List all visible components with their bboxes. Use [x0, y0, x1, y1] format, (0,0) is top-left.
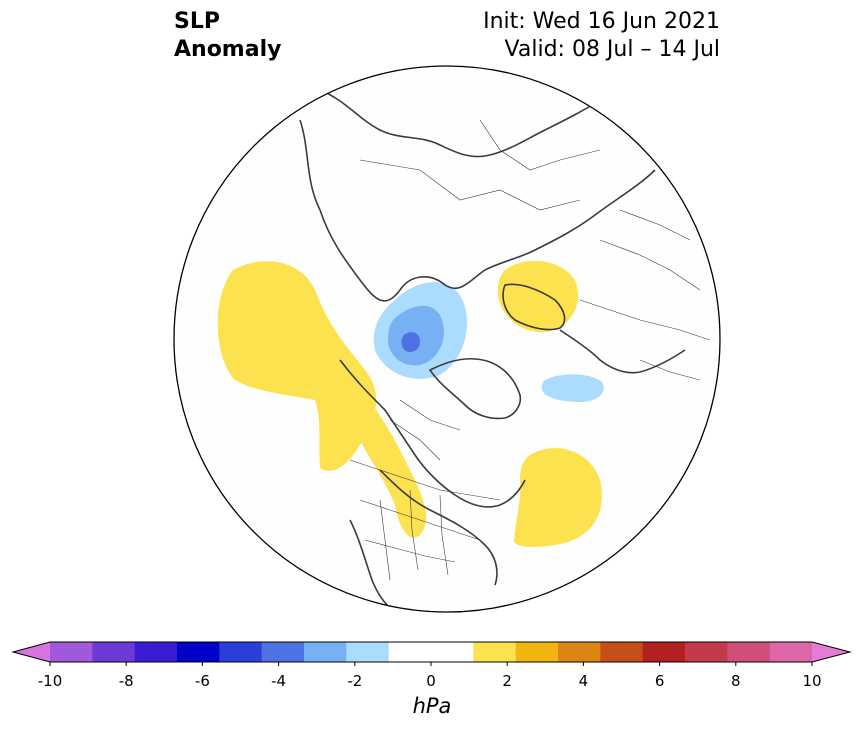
- colorbar-segment: [388, 642, 432, 662]
- title-line-1: SLP: [174, 9, 220, 34]
- colorbar-tick-label: 8: [731, 672, 741, 690]
- colorbar-segment: [558, 642, 601, 662]
- colorbar-tick-label: 0: [426, 672, 436, 690]
- colorbar-segment: [92, 642, 136, 662]
- colorbar-segment: [515, 642, 559, 662]
- colorbar-tick-label: -10: [37, 672, 63, 690]
- colorbar-segment: [346, 642, 390, 662]
- colorbar-ticks: [49, 662, 813, 666]
- colorbar-tick-label: 10: [802, 672, 822, 690]
- colorbar-tick-label: -8: [118, 672, 134, 690]
- colorbar-tick-label: -2: [347, 672, 363, 690]
- colorbar-segment: [134, 642, 178, 662]
- colorbar-segment: [431, 642, 474, 662]
- colorbar-segment: [219, 642, 263, 662]
- colorbar-segment: [261, 642, 305, 662]
- colorbar-segment: [642, 642, 686, 662]
- colorbar-tick-label: 2: [502, 672, 512, 690]
- colorbar-segment: [304, 642, 347, 662]
- colorbar-segment: [769, 642, 813, 662]
- map-title: SLP Anomaly: [174, 8, 281, 64]
- colorbar-tick-label: 6: [654, 672, 665, 690]
- colorbar-tick-label: -4: [271, 672, 287, 690]
- colorbar-extend-max: [812, 642, 850, 662]
- colorbar-segments: [13, 642, 850, 662]
- anomaly-westcoast-positive: [355, 390, 427, 538]
- polar-map: [173, 65, 721, 613]
- forecast-dates: Init: Wed 16 Jun 2021 Valid: 08 Jul – 14…: [483, 8, 720, 64]
- colorbar-segment: [600, 642, 644, 662]
- coastlines: [299, 89, 686, 612]
- colorbar-segment: [177, 642, 220, 662]
- colorbar-segment: [50, 642, 93, 662]
- globe-outline: [173, 65, 721, 613]
- colorbar-segment: [685, 642, 728, 662]
- anomaly-scandinavia-positive: [497, 260, 579, 333]
- init-date: Init: Wed 16 Jun 2021: [483, 9, 720, 34]
- anomaly-atlantic-positive: [514, 448, 602, 547]
- colorbar-tick-label: 4: [578, 672, 589, 690]
- title-line-2: Anomaly: [174, 37, 282, 62]
- anomaly-baffin-negative: [541, 374, 604, 402]
- colorbar-unit: hPa: [412, 694, 452, 718]
- borders: [349, 119, 711, 581]
- colorbar-extend-min: [13, 642, 50, 662]
- anomaly-pacific-positive: [217, 261, 377, 471]
- colorbar-segment: [473, 642, 517, 662]
- colorbar-segment: [727, 642, 771, 662]
- colorbar-tick-label: -6: [194, 672, 210, 690]
- valid-range: Valid: 08 Jul – 14 Jul: [504, 37, 720, 62]
- anomaly-siberia-negative-3: [401, 332, 420, 352]
